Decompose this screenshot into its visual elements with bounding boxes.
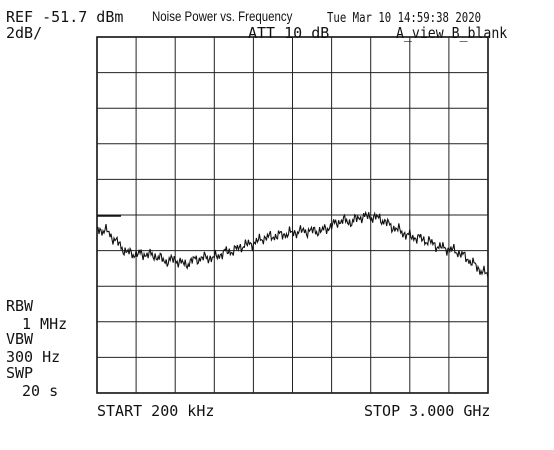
trace-view-mode: A_view B_blank <box>396 24 508 42</box>
stop-frequency: STOP 3.000 GHz <box>364 402 491 420</box>
plot-grid <box>97 37 488 393</box>
noise-trace-line <box>96 210 489 279</box>
rbw-value: 1 MHz <box>22 315 68 333</box>
start-frequency: START 200 kHz <box>97 402 215 420</box>
vbw-value: 300 Hz <box>6 348 61 366</box>
timestamp: Tue Mar 10 14:59:38 2020 <box>327 11 482 26</box>
chart-title: Noise Power vs. Frequency <box>152 8 293 24</box>
attenuation: ATT 10 dB <box>248 24 330 42</box>
rbw-label: RBW <box>6 297 34 315</box>
sweep-label: SWP <box>6 364 34 382</box>
scale-per-division: 2dB/ <box>6 24 43 42</box>
vbw-label: VBW <box>6 330 34 348</box>
sweep-value: 20 s <box>22 382 59 400</box>
reference-level: REF -51.7 dBm <box>6 8 124 26</box>
